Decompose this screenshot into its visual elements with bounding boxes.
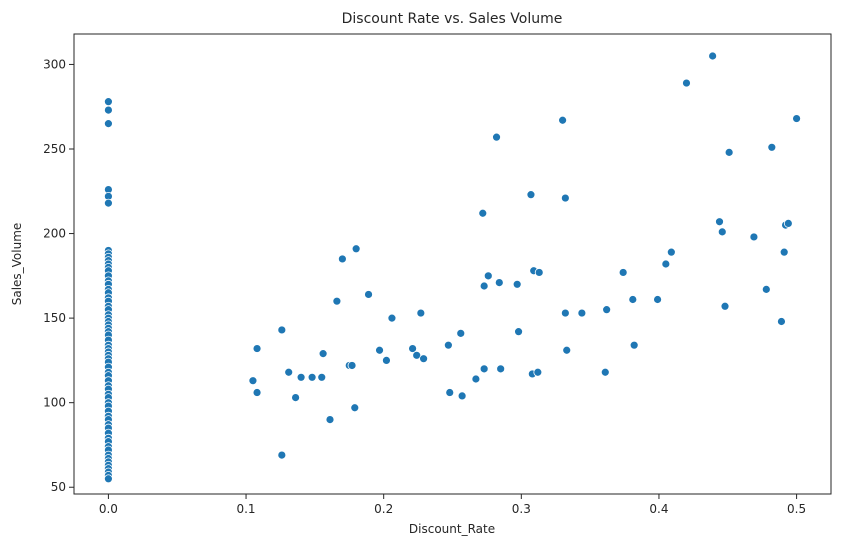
data-point	[104, 97, 113, 107]
data-point	[562, 345, 572, 355]
data-point	[494, 278, 504, 288]
data-point	[325, 415, 335, 424]
data-point	[602, 305, 612, 315]
data-point	[717, 227, 727, 237]
data-point	[514, 327, 523, 337]
data-point	[600, 367, 610, 377]
data-point	[412, 350, 422, 360]
y-tick-label: 50	[51, 480, 66, 494]
data-point	[479, 364, 489, 374]
data-point	[767, 142, 777, 152]
data-point	[456, 328, 466, 338]
data-point	[792, 114, 801, 123]
data-point	[779, 247, 789, 257]
data-point	[471, 374, 481, 384]
x-tick-label: 0.5	[787, 502, 806, 516]
data-point	[724, 147, 734, 157]
data-point	[104, 474, 113, 484]
data-point	[761, 284, 771, 294]
data-point	[560, 308, 570, 318]
data-point	[457, 391, 467, 401]
data-point	[317, 372, 327, 382]
data-point	[533, 367, 543, 377]
data-point	[560, 193, 570, 203]
data-point	[332, 296, 342, 306]
data-point	[284, 367, 294, 377]
data-point	[526, 190, 536, 200]
x-tick-label: 0.3	[512, 502, 531, 516]
data-point	[375, 345, 384, 355]
data-point	[777, 317, 786, 326]
data-point	[337, 254, 347, 264]
data-point	[666, 247, 676, 257]
data-point	[445, 388, 455, 397]
data-point	[252, 388, 262, 397]
data-point	[347, 361, 357, 370]
data-point	[408, 344, 417, 353]
plot-frame	[73, 33, 832, 495]
data-point	[628, 295, 638, 304]
y-tick-label: 150	[43, 311, 66, 325]
x-tick-label: 0.2	[374, 502, 393, 516]
data-point	[104, 119, 113, 129]
data-point	[478, 208, 488, 218]
data-point	[277, 325, 287, 335]
data-point	[277, 450, 287, 460]
data-point	[318, 349, 328, 359]
data-point	[387, 313, 397, 323]
y-tick-label: 250	[43, 142, 66, 156]
data-point	[661, 259, 671, 269]
data-point	[443, 340, 453, 350]
data-point	[296, 372, 306, 382]
data-point	[416, 308, 426, 318]
data-point	[720, 301, 730, 311]
data-point	[618, 268, 628, 277]
data-point	[104, 105, 113, 115]
data-point	[783, 219, 793, 228]
data-point	[749, 232, 759, 242]
data-point	[492, 132, 501, 142]
data-point	[291, 393, 300, 403]
data-point	[382, 355, 391, 365]
data-point	[350, 403, 360, 413]
y-tick-label: 300	[43, 57, 66, 71]
data-point	[682, 78, 691, 88]
data-point	[715, 217, 724, 227]
y-axis-ticks: 50 100 150 200 250 300	[43, 57, 74, 494]
y-axis-label: Sales_Volume	[10, 223, 24, 306]
data-point	[364, 290, 373, 299]
data-point	[351, 244, 361, 254]
x-tick-label: 0.1	[236, 502, 255, 516]
x-axis-label: Discount_Rate	[409, 522, 495, 536]
chart-title: Discount Rate vs. Sales Volume	[342, 11, 563, 27]
data-point	[483, 271, 493, 281]
data-point	[479, 281, 489, 291]
x-tick-label: 0.0	[99, 502, 118, 516]
data-point	[104, 198, 113, 208]
data-point	[653, 295, 662, 304]
y-tick-label: 100	[43, 396, 66, 410]
data-point	[577, 308, 587, 318]
data-point	[534, 268, 544, 277]
data-point	[252, 344, 262, 353]
x-tick-label: 0.4	[649, 502, 668, 516]
x-axis-ticks: 0.0 0.1 0.2 0.3 0.4 0.5	[99, 494, 806, 516]
data-point	[708, 51, 718, 61]
y-tick-label: 200	[43, 227, 66, 241]
data-point	[307, 372, 317, 382]
data-point	[558, 115, 568, 125]
data-point	[419, 354, 429, 364]
data-point	[248, 376, 258, 386]
data-point	[629, 340, 639, 350]
data-point	[512, 279, 522, 289]
data-point	[496, 364, 506, 374]
data-points	[104, 51, 801, 484]
